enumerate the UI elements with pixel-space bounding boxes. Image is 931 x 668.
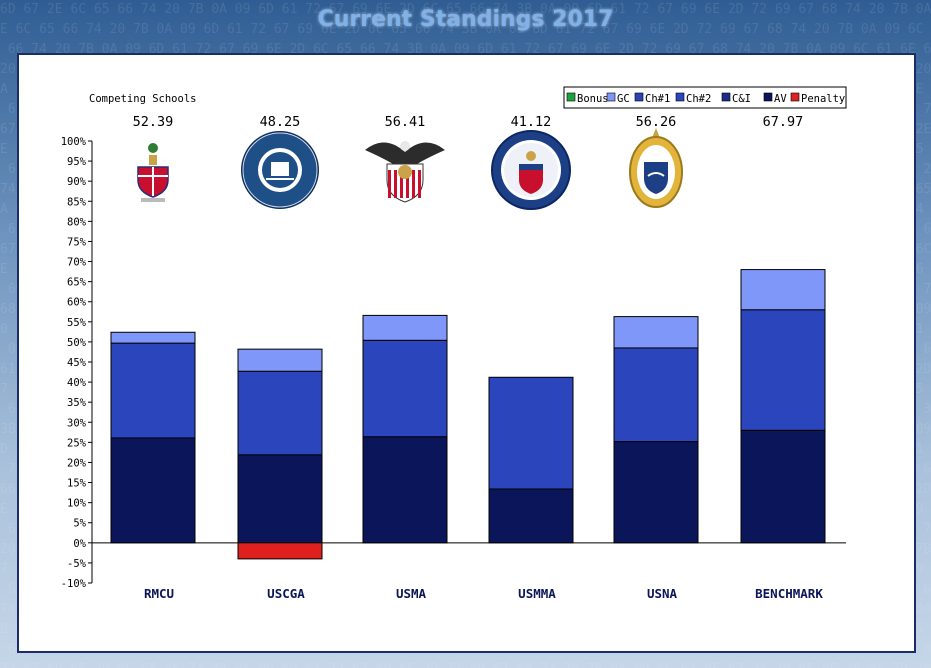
- usma-crest-icon: [365, 141, 445, 203]
- y-tick-label: 75%: [67, 236, 87, 248]
- usmma-seal-icon: [491, 130, 571, 210]
- bar-uscga-ch2: [237, 370, 323, 456]
- y-tick-label: 35%: [67, 397, 87, 409]
- legend-swatch: [606, 92, 616, 102]
- usna-crest-icon: [629, 128, 683, 208]
- y-tick-label: 85%: [67, 196, 87, 208]
- legend-swatch: [763, 92, 773, 102]
- y-tick-label: 25%: [67, 437, 87, 449]
- legend-swatch: [721, 92, 731, 102]
- bar-rmcu-gc: [110, 331, 196, 344]
- category-label: USCGA: [267, 586, 305, 601]
- y-tick-label: 15%: [67, 478, 87, 490]
- total-label: 56.26: [636, 114, 677, 130]
- total-label: 41.12: [511, 114, 552, 130]
- category-label: USMA: [396, 586, 427, 601]
- bar-usmma-av: [488, 488, 574, 544]
- bar-usna-av: [613, 441, 699, 544]
- legend-label: AV: [774, 93, 787, 105]
- y-tick-label: 100%: [61, 136, 87, 148]
- y-tick-label: 5%: [73, 518, 86, 530]
- total-label: 52.39: [133, 114, 174, 130]
- bar-usna-gc: [613, 316, 699, 349]
- legend-label: Ch#2: [686, 93, 711, 105]
- bar-benchmark-ch2: [740, 309, 826, 431]
- y-tick-label: 30%: [67, 417, 87, 429]
- bar-rmcu-av: [110, 437, 196, 544]
- y-tick-label: 55%: [67, 317, 87, 329]
- legend-label: C&I: [732, 93, 751, 105]
- bar-usma-gc: [362, 314, 448, 341]
- category-label: USNA: [647, 586, 678, 601]
- legend-label: Bonus: [577, 93, 609, 105]
- legend-swatch: [634, 92, 644, 102]
- legend-swatch: [566, 92, 576, 102]
- y-tick-label: 80%: [67, 216, 87, 228]
- bar-benchmark-av: [740, 429, 826, 544]
- y-tick-label: 0%: [73, 538, 86, 550]
- uscga-seal-icon: [241, 131, 319, 209]
- bar-uscga-penalty: [237, 542, 323, 560]
- bar-benchmark-gc: [740, 269, 826, 311]
- y-tick-label: 45%: [67, 357, 87, 369]
- bar-usmma-ch2: [488, 376, 574, 490]
- y-tick-label: 90%: [67, 176, 87, 188]
- y-tick-label: 95%: [67, 156, 87, 168]
- total-label: 56.41: [385, 114, 426, 130]
- legend-label: Ch#1: [645, 93, 670, 105]
- y-tick-label: 60%: [67, 297, 87, 309]
- y-tick-label: 40%: [67, 377, 87, 389]
- legend-swatch: [675, 92, 685, 102]
- legend-label: GC: [617, 93, 630, 105]
- y-tick-label: 50%: [67, 337, 87, 349]
- category-label: BENCHMARK: [755, 586, 823, 601]
- legend-label: Penalty: [801, 93, 845, 105]
- bar-usma-ch2: [362, 339, 448, 438]
- total-label: 48.25: [260, 114, 301, 130]
- legend-box: [563, 86, 847, 109]
- category-label: RMCU: [144, 586, 174, 601]
- bar-usna-ch2: [613, 347, 699, 443]
- rmc-crest-icon: [137, 143, 169, 202]
- y-tick-label: 20%: [67, 457, 87, 469]
- y-tick-label: 10%: [67, 498, 87, 510]
- y-tick-label: 70%: [67, 257, 87, 269]
- bar-usma-av: [362, 436, 448, 544]
- category-label: USMMA: [518, 586, 556, 601]
- chart-title: Competing Schools: [89, 93, 196, 105]
- bar-uscga-gc: [237, 348, 323, 372]
- bar-rmcu-ch2: [110, 342, 196, 439]
- y-tick-label: -5%: [67, 558, 87, 570]
- page-title: Current Standings 2017: [317, 7, 614, 32]
- y-tick-label: 65%: [67, 277, 87, 289]
- bar-uscga-av: [237, 454, 323, 544]
- y-tick-label: -10%: [61, 578, 87, 590]
- legend-swatch: [790, 92, 800, 102]
- total-label: 67.97: [763, 114, 804, 130]
